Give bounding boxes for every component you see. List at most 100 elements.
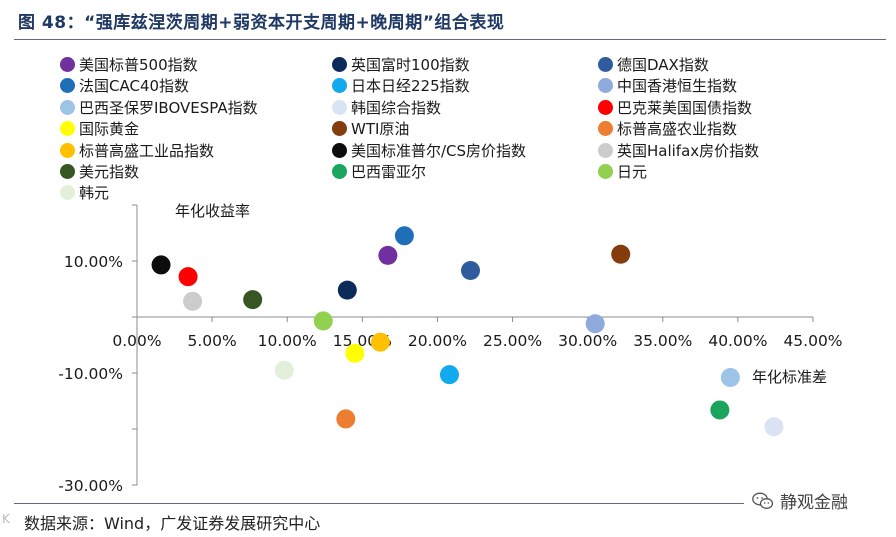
x-tick-label: 0.00% [112, 332, 161, 350]
legend-swatch [60, 142, 75, 158]
legend-item: WTI原油 [332, 118, 409, 139]
data-point [460, 261, 480, 281]
legend-swatch [332, 99, 347, 115]
legend-label: 标普高盛农业指数 [617, 120, 738, 139]
legend-label: 国际黄金 [79, 120, 140, 139]
legend-swatch [332, 78, 347, 94]
corner-tag: K [2, 512, 10, 526]
data-point [178, 267, 198, 287]
x-tick-label: 40.00% [708, 332, 767, 350]
legend-item: 标普高盛农业指数 [598, 118, 737, 139]
y-axis-title: 年化收益率 [175, 202, 250, 220]
data-point [151, 255, 171, 275]
data-point [336, 409, 356, 429]
legend-item: 法国CAC40指数 [60, 75, 189, 96]
legend-item: 英国富时100指数 [332, 54, 470, 75]
data-point [337, 280, 357, 300]
legend-label: 英国Halifax房价指数 [617, 141, 760, 160]
data-point [370, 332, 390, 352]
x-tick-label: 10.00% [258, 332, 317, 350]
data-point [439, 365, 459, 385]
legend-label: 巴西雷亚尔 [351, 163, 427, 181]
data-point [710, 400, 730, 420]
legend-label: 美国标准普尔/CS房价指数 [351, 141, 527, 160]
legend-swatch [332, 164, 347, 179]
legend-item: 韩元 [60, 182, 109, 203]
legend-label: 美元指数 [79, 163, 140, 181]
legend-label: 巴西圣保罗IBOVESPA指数 [79, 98, 258, 117]
legend-item: 美国标普500指数 [60, 54, 198, 75]
legend-label: 韩国综合指数 [351, 98, 442, 117]
chart-legend: 美国标普500指数 英国富时100指数 德国DAX指数法国CAC40指数 日本日经22… [60, 54, 880, 204]
x-tick-label: 45.00% [783, 332, 842, 350]
wechat-icon [752, 492, 774, 509]
legend-item: 美元指数 [60, 161, 139, 182]
x-tick-label: 25.00% [483, 332, 542, 350]
legend-swatch [60, 121, 75, 137]
legend-swatch [60, 185, 75, 201]
legend-label: 日元 [617, 163, 648, 181]
legend-item: 巴克莱美国国债指数 [598, 97, 752, 118]
legend-item: 国际黄金 [60, 118, 139, 139]
watermark: 静观金融 [752, 488, 848, 513]
legend-label: 韩元 [79, 184, 110, 203]
legend-swatch [598, 142, 613, 158]
legend-swatch [598, 57, 613, 72]
legend-item: 日元 [598, 161, 647, 182]
legend-label: 美国标普500指数 [79, 56, 198, 74]
data-point [394, 226, 414, 246]
legend-label: 标普高盛工业品指数 [79, 141, 215, 160]
data-point [611, 244, 631, 264]
data-point [585, 314, 605, 334]
legend-swatch [598, 99, 613, 115]
source-note: 数据来源：Wind，广发证券发展研究中心 [24, 514, 321, 533]
legend-swatch [598, 78, 613, 94]
watermark-text: 静观金融 [780, 493, 848, 513]
x-axis-title: 年化标准差 [752, 368, 827, 386]
legend-swatch [60, 78, 75, 94]
legend-label: 英国富时100指数 [351, 56, 470, 74]
legend-swatch [332, 57, 347, 72]
legend-item: 美国标准普尔/CS房价指数 [332, 140, 526, 161]
legend-label: 中国香港恒生指数 [617, 77, 738, 96]
legend-item: 中国香港恒生指数 [598, 75, 737, 96]
legend-item: 英国Halifax房价指数 [598, 140, 759, 161]
data-point [720, 367, 740, 387]
data-point [378, 245, 398, 265]
legend-swatch [332, 142, 347, 158]
data-point [274, 360, 294, 380]
legend-label: 法国CAC40指数 [79, 77, 190, 96]
data-point [345, 343, 365, 363]
data-point [243, 290, 263, 310]
legend-label: 德国DAX指数 [617, 56, 709, 74]
x-tick-label: 30.00% [558, 332, 617, 350]
legend-swatch [598, 121, 613, 137]
y-tick-label: -10.00% [58, 365, 123, 383]
legend-label: WTI原油 [351, 120, 410, 139]
x-tick-label: 20.00% [408, 332, 467, 350]
title-divider [14, 39, 886, 40]
data-point [764, 417, 784, 437]
legend-swatch [60, 99, 75, 115]
x-tick-label: 5.00% [187, 332, 236, 350]
legend-item: 日本日经225指数 [332, 75, 470, 96]
y-tick-label: 10.00% [64, 253, 123, 271]
legend-item: 德国DAX指数 [598, 54, 709, 75]
data-point [183, 291, 203, 311]
legend-label: 日本日经225指数 [351, 77, 470, 96]
legend-item: 巴西圣保罗IBOVESPA指数 [60, 97, 258, 118]
y-tick-label: -30.00% [58, 477, 123, 495]
legend-swatch [332, 121, 347, 137]
x-tick-label: 35.00% [633, 332, 692, 350]
legend-swatch [60, 57, 75, 72]
legend-item: 韩国综合指数 [332, 97, 441, 118]
source-divider [14, 503, 744, 504]
legend-item: 巴西雷亚尔 [332, 161, 426, 182]
legend-swatch [598, 164, 613, 179]
figure-title: 图 48：“强库兹涅茨周期+弱资本开支周期+晚周期”组合表现 [18, 13, 505, 33]
legend-item: 标普高盛工业品指数 [60, 140, 214, 161]
legend-swatch [60, 164, 75, 179]
data-point [313, 311, 333, 331]
legend-label: 巴克莱美国国债指数 [617, 98, 753, 117]
